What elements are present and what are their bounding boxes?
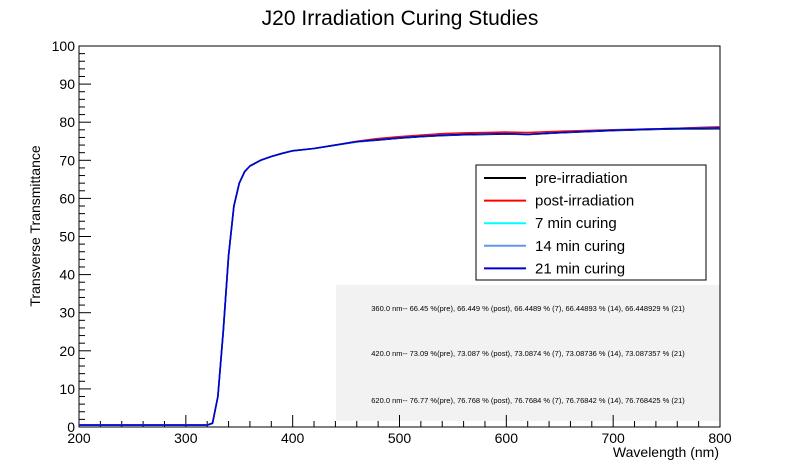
annotation-line-2: 420.0 nm-- 73.09 %(pre), 73.087 % (post)…	[371, 349, 685, 358]
y-tick-label: 70	[59, 152, 75, 168]
axes: 0 10 20 30 40 50 60 70 80 90 100 200 300 400 500 600 700…	[52, 38, 732, 446]
y-tick-label: 20	[59, 343, 75, 359]
y-tick-label: 40	[59, 267, 75, 283]
legend-label: 21 min curing	[535, 260, 625, 277]
x-tick-label: 300	[174, 430, 198, 446]
y-tick-label: 0	[67, 419, 75, 435]
chart-title: J20 Irradiation Curing Studies	[262, 7, 539, 30]
x-tick-label: 800	[708, 430, 732, 446]
x-tick-label: 500	[388, 430, 412, 446]
x-tick-label: 400	[281, 430, 305, 446]
legend-label: 14 min curing	[535, 238, 625, 255]
series-line-5	[79, 127, 721, 426]
y-tick-label: 100	[52, 38, 76, 54]
legend-label: 7 min curing	[535, 215, 617, 232]
annotation-background	[336, 285, 720, 421]
x-tick-label: 600	[495, 430, 519, 446]
x-tick-label: 700	[601, 430, 625, 446]
legend-label: post-irradiation	[535, 193, 634, 210]
legend: pre-irradiation post-irradiation 7 min cur…	[475, 164, 707, 281]
x-axis-label: Wavelength (nm)	[613, 444, 719, 460]
series-group	[79, 125, 721, 426]
x-tick-label: 200	[67, 430, 91, 446]
annotation-line-3: 620.0 nm-- 76.77 %(pre), 76.768 % (post)…	[371, 396, 685, 405]
annotation-box: 360.0 nm-- 66.45 %(pre), 66.449 % (post)…	[336, 285, 720, 421]
y-tick-label: 90	[59, 76, 75, 92]
y-tick-label: 10	[59, 381, 75, 397]
y-tick-label: 30	[59, 305, 75, 321]
y-tick-label: 60	[59, 190, 75, 206]
y-axis-label: Transverse Transmittance	[27, 145, 43, 307]
annotation-line-1: 360.0 nm-- 66.45 %(pre), 66.449 % (post)…	[371, 304, 685, 313]
y-tick-label: 50	[59, 229, 75, 245]
y-tick-label: 80	[59, 114, 75, 130]
legend-label: pre-irradiation	[535, 170, 628, 187]
